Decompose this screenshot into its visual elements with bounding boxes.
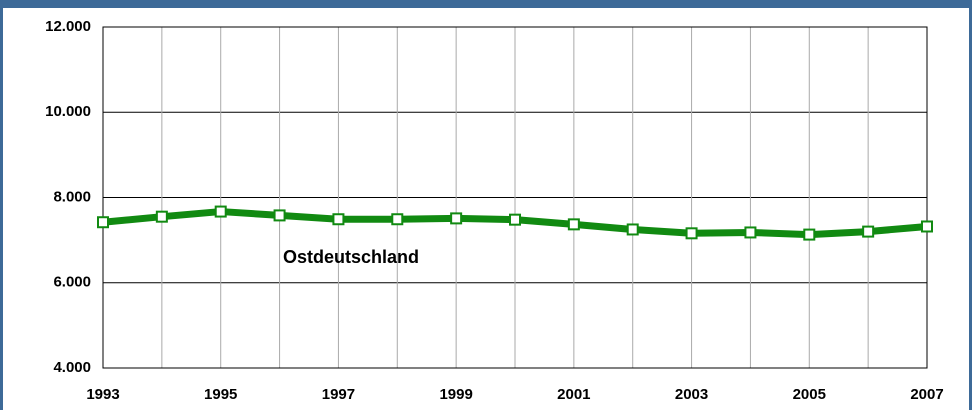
series-label: Ostdeutschland <box>283 247 419 267</box>
marker <box>391 213 404 226</box>
x-tick-label: 1993 <box>86 386 119 403</box>
x-tick-label: 2005 <box>793 386 826 403</box>
plot-border <box>102 26 928 369</box>
y-tick-label: 10.000 <box>45 103 91 120</box>
x-tick-label: 1997 <box>322 386 355 403</box>
x-tick-label: 2007 <box>910 386 943 403</box>
marker <box>685 227 698 240</box>
y-tick-label: 6.000 <box>53 274 91 291</box>
marker <box>214 205 227 218</box>
x-tick-label: 2003 <box>675 386 708 403</box>
y-tick-label: 4.000 <box>53 359 91 376</box>
marker <box>744 226 757 239</box>
y-tick-label: 8.000 <box>53 188 91 205</box>
marker <box>626 223 639 236</box>
marker <box>450 212 463 225</box>
marker <box>155 210 168 223</box>
marker <box>273 209 286 222</box>
x-tick-label: 1999 <box>439 386 472 403</box>
x-tick-label: 1995 <box>204 386 237 403</box>
x-tick-label: 2001 <box>557 386 590 403</box>
marker <box>332 213 345 226</box>
marker <box>803 228 816 241</box>
background <box>3 8 969 410</box>
marker <box>97 216 109 229</box>
y-tick-label: 12.000 <box>45 18 91 35</box>
marker <box>567 218 580 231</box>
marker <box>921 220 933 233</box>
marker <box>509 213 521 226</box>
marker <box>862 225 875 238</box>
